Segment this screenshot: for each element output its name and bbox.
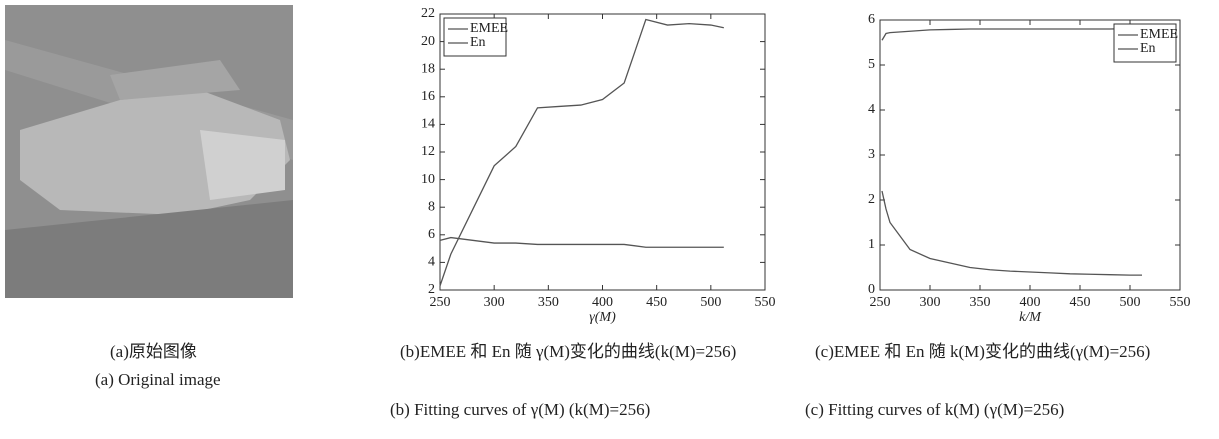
caption-en: (a) Original image [95, 366, 221, 394]
caption-en: (b) Fitting curves of γ(M) (k(M)=256) [390, 396, 650, 424]
x-tick-label: 500 [1120, 295, 1141, 310]
x-tick-label: 500 [700, 295, 721, 310]
x-tick-label: 400 [1020, 295, 1041, 310]
y-tick-label: 4 [428, 255, 435, 270]
page: 246810121416182022250300350400450500550γ… [0, 0, 1219, 439]
legend-label: En [470, 35, 486, 50]
y-tick-label: 14 [421, 117, 435, 132]
y-tick-label: 18 [421, 61, 435, 76]
data-line [440, 238, 724, 248]
y-tick-label: 5 [868, 57, 875, 72]
legend-label: EMEE [1140, 27, 1178, 42]
x-tick-label: 550 [1170, 295, 1191, 310]
caption-cn: (a)原始图像 [110, 338, 197, 366]
data-line [882, 191, 1142, 275]
x-tick-label: 450 [646, 295, 667, 310]
x-axis-label: k/M [1019, 310, 1042, 325]
y-tick-label: 8 [428, 199, 435, 214]
y-tick-label: 2 [868, 192, 875, 207]
x-tick-label: 300 [484, 295, 505, 310]
x-tick-label: 450 [1070, 295, 1091, 310]
y-tick-label: 10 [421, 172, 435, 187]
caption-cn: (c)EMEE 和 En 随 k(M)变化的曲线(γ(M)=256) [815, 338, 1200, 366]
x-tick-label: 350 [538, 295, 559, 310]
y-tick-label: 4 [868, 102, 875, 117]
legend-label: En [1140, 41, 1156, 56]
caption-cn: (b)EMEE 和 En 随 γ(M)变化的曲线(k(M)=256) [400, 338, 780, 366]
x-tick-label: 350 [970, 295, 991, 310]
original-image [5, 5, 293, 298]
y-tick-label: 22 [421, 6, 435, 21]
y-tick-label: 3 [868, 147, 875, 162]
y-tick-label: 20 [421, 34, 435, 49]
x-axis-label: γ(M) [589, 310, 616, 325]
data-line [440, 20, 724, 286]
y-tick-label: 6 [868, 12, 875, 27]
x-tick-label: 400 [592, 295, 613, 310]
x-tick-label: 250 [430, 295, 451, 310]
image-shape [200, 130, 285, 200]
y-tick-label: 16 [421, 89, 435, 104]
x-tick-label: 300 [920, 295, 941, 310]
caption-en: (c) Fitting curves of k(M) (γ(M)=256) [805, 396, 1064, 424]
legend-label: EMEE [470, 21, 508, 36]
x-tick-label: 550 [755, 295, 776, 310]
y-tick-label: 1 [868, 237, 875, 252]
y-tick-label: 12 [421, 144, 435, 159]
x-tick-label: 250 [870, 295, 891, 310]
y-tick-label: 6 [428, 227, 435, 242]
data-line [882, 28, 1142, 40]
